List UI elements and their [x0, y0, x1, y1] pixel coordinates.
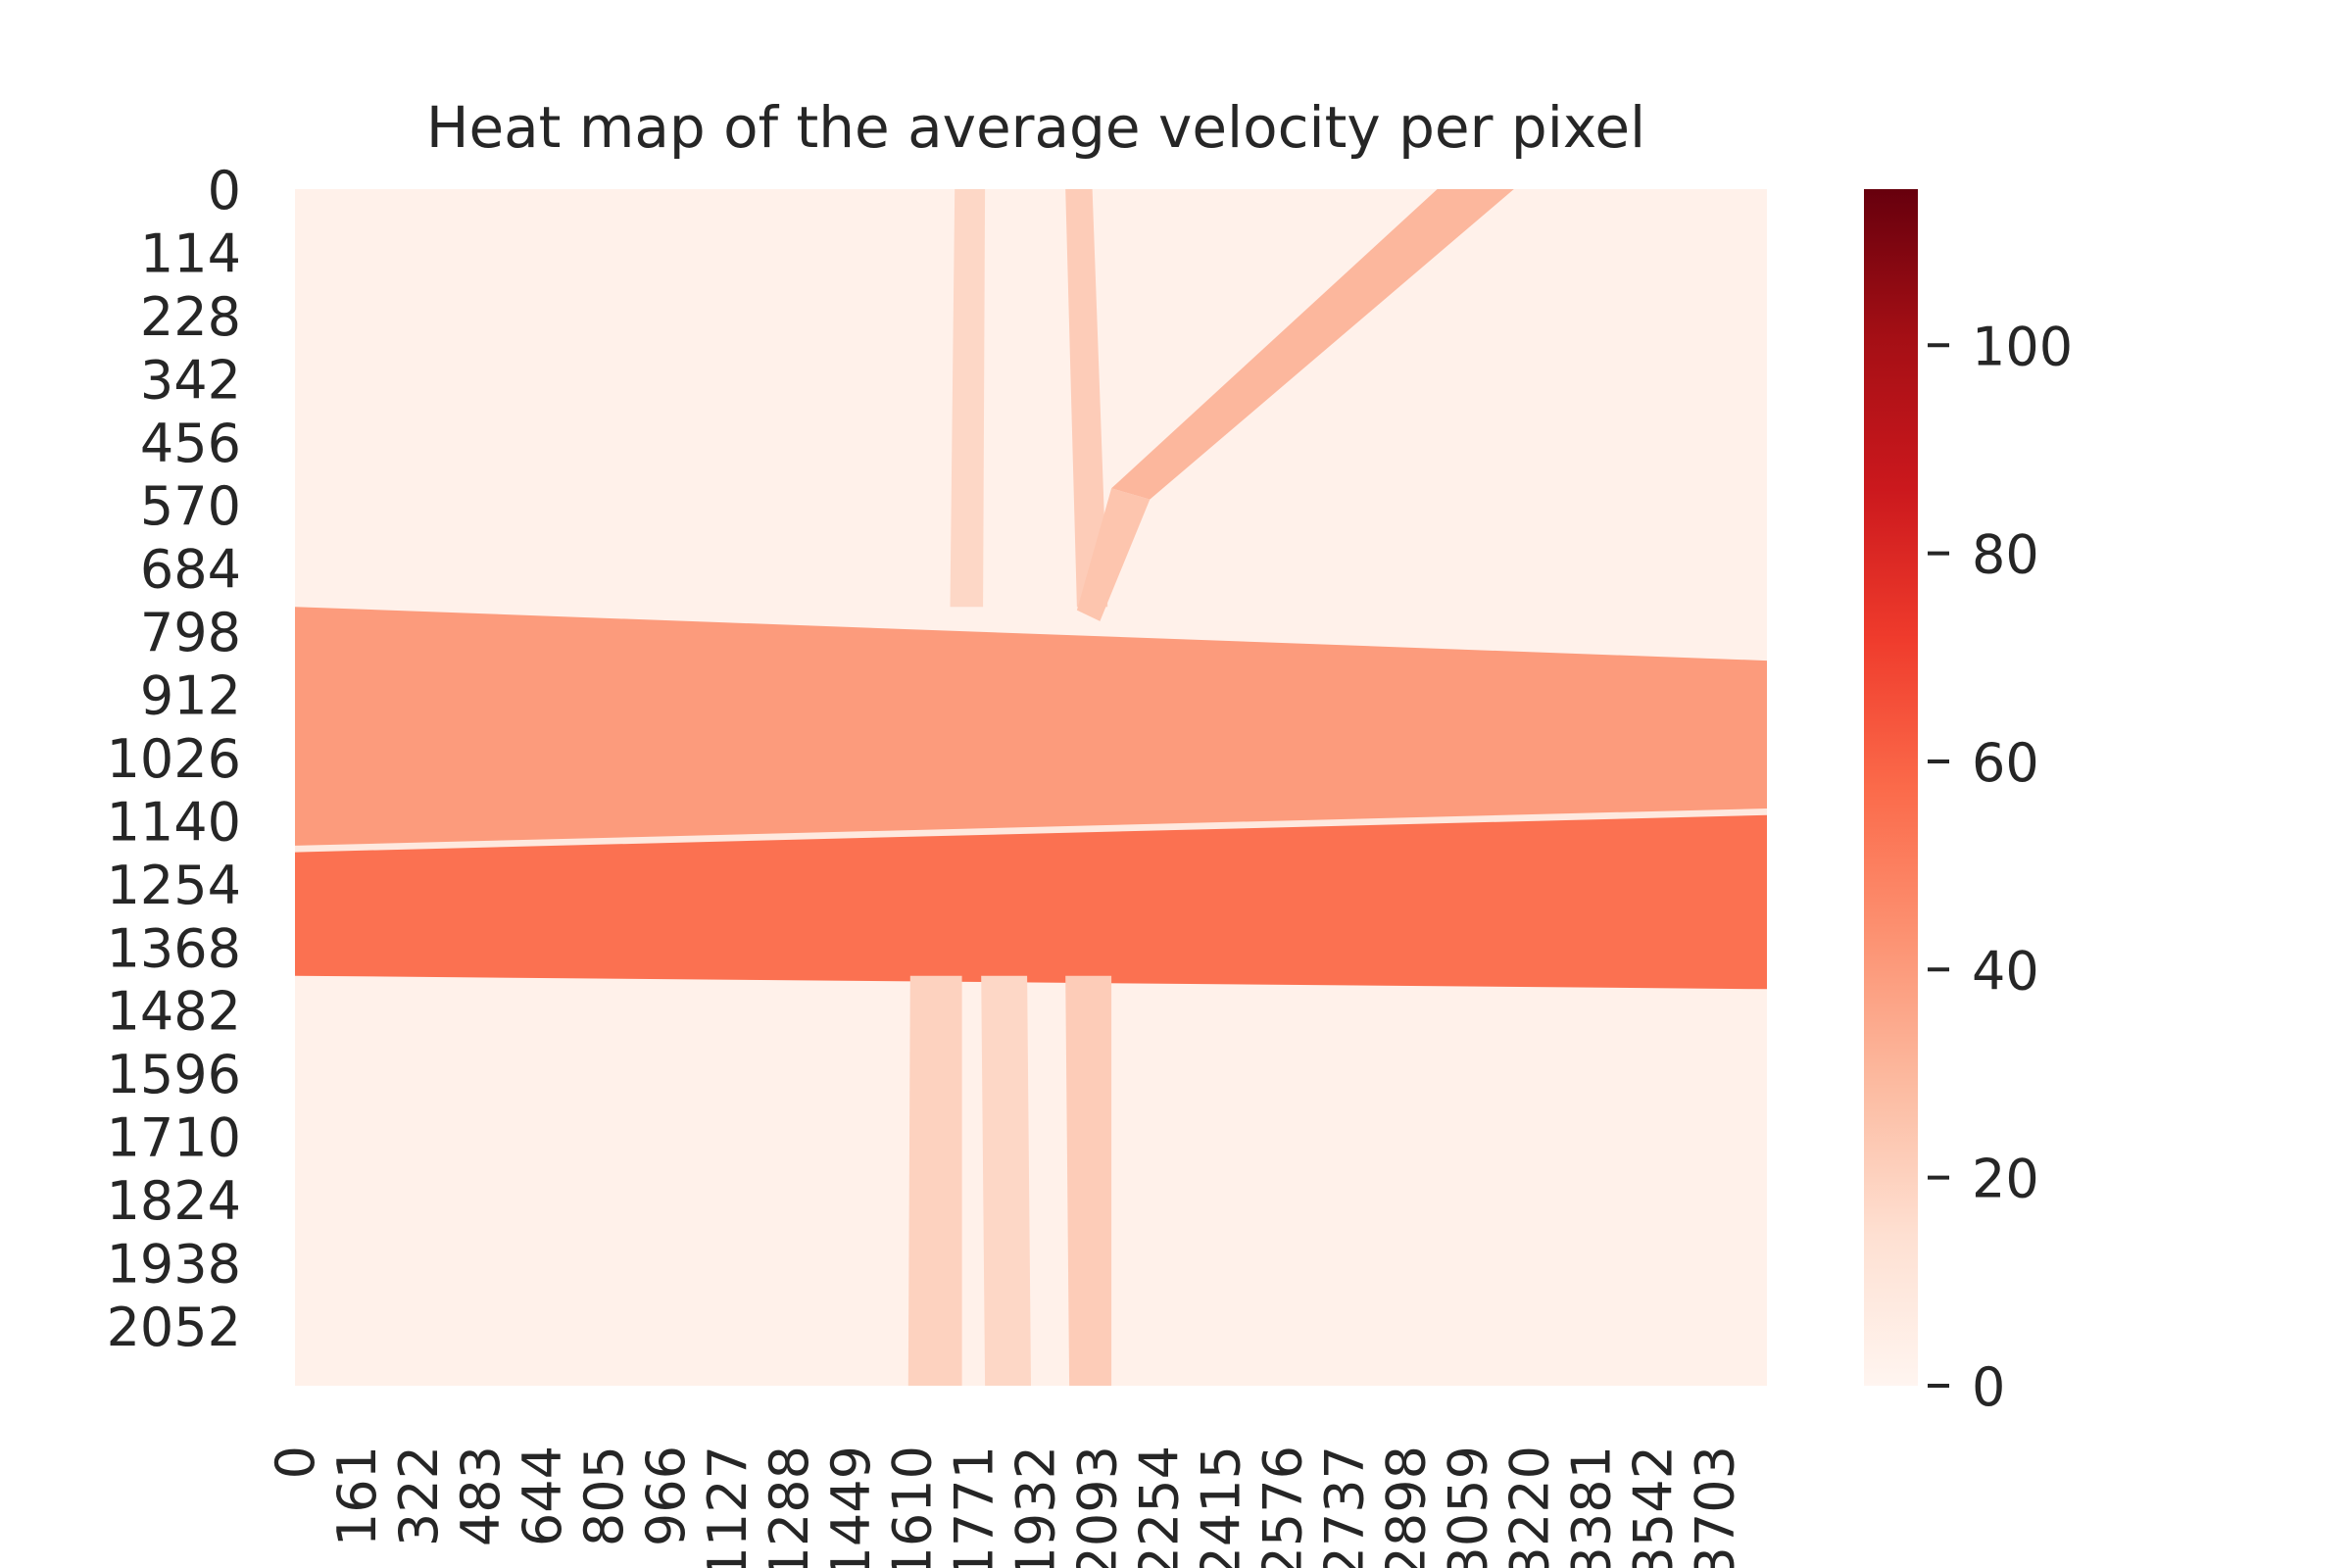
y-tick-label: 0 [208, 160, 241, 221]
plot-area [295, 189, 1767, 1386]
heatmap-region [1065, 975, 1112, 1386]
x-tick-label: 1288 [759, 1446, 820, 1568]
y-tick-label: 570 [140, 475, 241, 537]
y-tick-label: 1710 [107, 1107, 241, 1169]
x-tick-label: 161 [326, 1446, 388, 1546]
x-tick-label: 1771 [944, 1446, 1005, 1568]
x-tick-label: 3542 [1622, 1446, 1684, 1568]
colorbar-tick-label: 80 [1972, 524, 2039, 586]
heatmap-region [907, 975, 962, 1386]
y-tick-label: 798 [140, 602, 241, 663]
y-tick-label: 684 [140, 539, 241, 601]
y-tick-label: 114 [140, 222, 241, 284]
heatmap-region [295, 808, 1767, 853]
colorbar-tick-label: 40 [1972, 940, 2039, 1002]
colorbar-tick-label: 20 [1972, 1149, 2039, 1210]
x-tick-label: 1932 [1005, 1446, 1067, 1568]
x-tick-label: 1449 [820, 1446, 882, 1568]
heatmap-region [1065, 189, 1108, 608]
x-tick-label: 483 [450, 1446, 512, 1546]
heatmap-region [295, 810, 1767, 990]
y-tick-label: 2052 [107, 1297, 241, 1358]
x-tick-label: 3220 [1498, 1446, 1560, 1568]
x-tick-label: 1610 [882, 1446, 944, 1568]
y-tick-label: 456 [140, 413, 241, 474]
x-tick-label: 644 [512, 1446, 573, 1546]
x-tick-label: 2576 [1252, 1446, 1314, 1568]
y-tick-label: 1938 [107, 1234, 241, 1296]
x-axis: 0 161 322 483 644 805 966 1127 1288 1449 1610 1771 1… [265, 1446, 1745, 1568]
x-tick-label: 2737 [1314, 1446, 1376, 1568]
heatmap-region [981, 975, 1031, 1386]
colorbar-tick-label: 100 [1972, 316, 2073, 377]
x-tick-label: 3703 [1684, 1446, 1745, 1568]
y-tick-label: 1140 [107, 791, 241, 853]
x-tick-label: 2254 [1129, 1446, 1191, 1568]
x-tick-label: 322 [388, 1446, 450, 1546]
colorbar-tick-label: 0 [1972, 1356, 2005, 1418]
x-tick-label: 1127 [697, 1446, 759, 1568]
y-axis: 0114228342456570684798912102611401254136… [107, 160, 241, 1358]
heatmap-region [1076, 488, 1151, 621]
y-tick-label: 228 [140, 286, 241, 348]
x-tick-label: 0 [265, 1446, 326, 1479]
colorbar-tick-label: 60 [1972, 732, 2039, 794]
x-tick-label: 805 [573, 1446, 635, 1546]
chart-title: Heat map of the average velocity per pix… [426, 94, 1645, 161]
y-tick-label: 912 [140, 665, 241, 727]
x-tick-label: 2093 [1067, 1446, 1129, 1568]
colorbar-scale [1864, 189, 1918, 1386]
x-tick-label: 966 [635, 1446, 697, 1546]
y-tick-label: 1368 [107, 917, 241, 979]
heatmap-region [295, 607, 1767, 850]
y-tick-label: 1596 [107, 1044, 241, 1105]
y-tick-label: 1254 [107, 855, 241, 916]
x-tick-label: 3381 [1560, 1446, 1622, 1568]
y-tick-label: 1824 [107, 1170, 241, 1232]
y-tick-label: 1026 [107, 728, 241, 790]
colorbar: 0 20 40 60 80 100 [1864, 189, 2073, 1418]
x-tick-label: 2415 [1191, 1446, 1252, 1568]
y-tick-label: 1482 [107, 981, 241, 1043]
heatmap-region [950, 189, 986, 608]
x-tick-label: 2898 [1376, 1446, 1438, 1568]
heatmap-region [1111, 189, 1514, 500]
y-tick-label: 342 [140, 349, 241, 411]
x-tick-label: 3059 [1438, 1446, 1499, 1568]
